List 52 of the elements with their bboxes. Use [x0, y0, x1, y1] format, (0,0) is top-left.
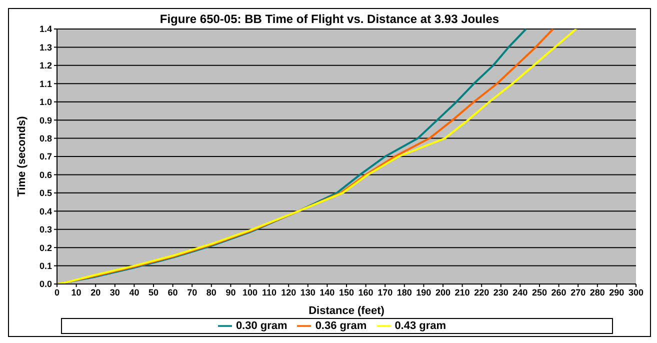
- x-tick-label: 120: [281, 287, 296, 298]
- x-tick-label: 90: [226, 287, 236, 298]
- y-tick-label: 1.1: [39, 78, 52, 89]
- x-tick-label: 270: [570, 287, 586, 298]
- y-tick-label: 0.1: [39, 260, 52, 271]
- legend-label: 0.36 gram: [315, 320, 367, 332]
- chart-title: Figure 650-05: BB Time of Flight vs. Distance at 3.93 Joules: [158, 12, 500, 26]
- y-axis-title: Time (seconds): [16, 116, 28, 197]
- y-tick-label: 0.9: [39, 115, 52, 126]
- x-tick-label: 150: [338, 287, 354, 298]
- y-tick-label: 0.0: [39, 279, 52, 290]
- x-tick-label: 250: [532, 287, 548, 298]
- x-tick-label: 280: [590, 287, 605, 298]
- y-tick-label: 1.3: [39, 42, 52, 52]
- x-tick-label: 300: [628, 287, 644, 298]
- x-axis-title: Distance (feet): [308, 305, 385, 317]
- y-tick-label: 0.3: [39, 224, 52, 235]
- x-tick-label: 110: [262, 287, 277, 298]
- x-tick-label: 80: [206, 287, 216, 298]
- x-tick-label: 220: [474, 287, 490, 298]
- y-tick-label: 0.8: [39, 133, 52, 144]
- x-tick-label: 40: [129, 287, 140, 298]
- x-tick-label: 160: [358, 287, 374, 298]
- x-tick-label: 230: [493, 287, 508, 298]
- y-tick-label: 0.5: [39, 188, 52, 198]
- x-tick-label: 170: [378, 287, 393, 298]
- y-tick-label: 1.4: [39, 24, 52, 34]
- y-tick-label: 1.0: [39, 97, 52, 108]
- y-tick-label: 0.6: [39, 170, 52, 180]
- x-tick-label: 10: [71, 287, 82, 298]
- x-tick-label: 50: [148, 287, 159, 298]
- y-tick-label: 1.2: [39, 60, 52, 71]
- x-tick-label: 60: [168, 287, 178, 298]
- x-tick-label: 210: [454, 287, 470, 298]
- x-tick-label: 30: [110, 287, 120, 298]
- legend-label: 0.43 gram: [394, 320, 446, 332]
- x-tick-label: 180: [396, 287, 412, 298]
- y-tick-label: 0.2: [39, 242, 52, 253]
- x-tick-label: 200: [435, 287, 451, 298]
- legend-label: 0.30 gram: [236, 320, 288, 332]
- x-tick-label: 130: [300, 287, 316, 298]
- x-tick-label: 240: [512, 287, 528, 298]
- x-tick-label: 0: [54, 287, 60, 298]
- y-tick-label: 0.7: [39, 152, 52, 162]
- x-tick-label: 140: [320, 287, 335, 298]
- x-tick-label: 20: [90, 287, 101, 298]
- x-tick-label: 70: [187, 287, 198, 298]
- x-tick-label: 290: [609, 287, 624, 298]
- y-tick-label: 0.4: [39, 206, 52, 216]
- x-tick-label: 190: [416, 287, 432, 298]
- x-tick-label: 100: [242, 287, 258, 298]
- x-tick-label: 260: [551, 287, 566, 298]
